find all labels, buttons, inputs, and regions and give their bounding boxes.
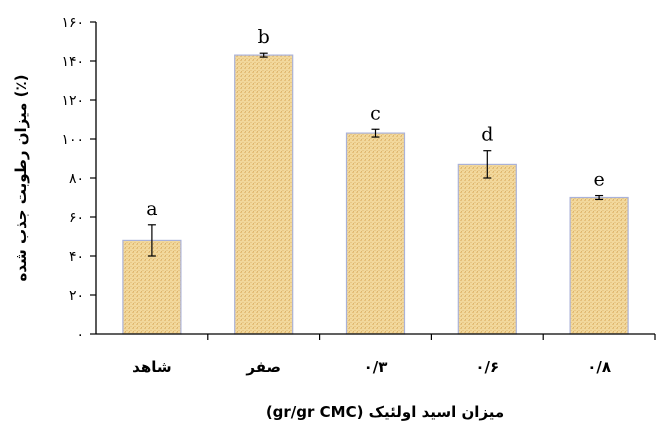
- y-tick-label: ۱۴۰: [61, 54, 84, 70]
- significance-letter: c: [370, 102, 381, 124]
- y-tick-label: ۶۰: [69, 210, 84, 226]
- x-axis-title: میزان اسید اولئیک (gr/gr CMC): [266, 403, 504, 421]
- y-ticks-layer: ۰ ۲۰ ۴۰ ۶۰ ۸۰ ۱۰۰ ۱۲۰ ۱۴۰ ۱۶۰: [61, 15, 96, 343]
- x-tick-label: ۰/۳: [364, 358, 388, 376]
- bar: [345, 132, 406, 335]
- error-bars-layer: [147, 52, 604, 257]
- x-tick-label: ۰/۸: [587, 358, 611, 376]
- y-axis-title: میزان رطوبت جذب شده (٪): [12, 75, 30, 282]
- y-tick-label: ۱۰۰: [61, 132, 84, 148]
- x-categories-layer: شاهد صفر ۰/۳ ۰/۶ ۰/۸: [132, 334, 656, 376]
- x-tick-label: ۰/۶: [475, 358, 499, 376]
- x-tick-label: صفر: [245, 358, 281, 376]
- bar: [569, 196, 629, 335]
- significance-letter: e: [593, 169, 604, 191]
- significance-letter: a: [146, 198, 157, 220]
- bar: [457, 163, 517, 335]
- y-tick-label: ۱۶۰: [61, 15, 84, 31]
- y-tick-label: ۱۲۰: [61, 93, 84, 109]
- y-tick-label: ۰: [76, 327, 84, 343]
- bars-layer: [122, 54, 629, 335]
- y-tick-label: ۴۰: [69, 249, 84, 265]
- significance-letter: b: [258, 26, 270, 48]
- bar: [234, 54, 294, 335]
- significance-letters-layer: a b c d e: [146, 26, 604, 220]
- y-tick-label: ۲۰: [69, 288, 84, 304]
- x-tick-label: شاهد: [132, 358, 171, 376]
- significance-letter: d: [481, 124, 493, 146]
- y-tick-label: ۸۰: [69, 171, 84, 187]
